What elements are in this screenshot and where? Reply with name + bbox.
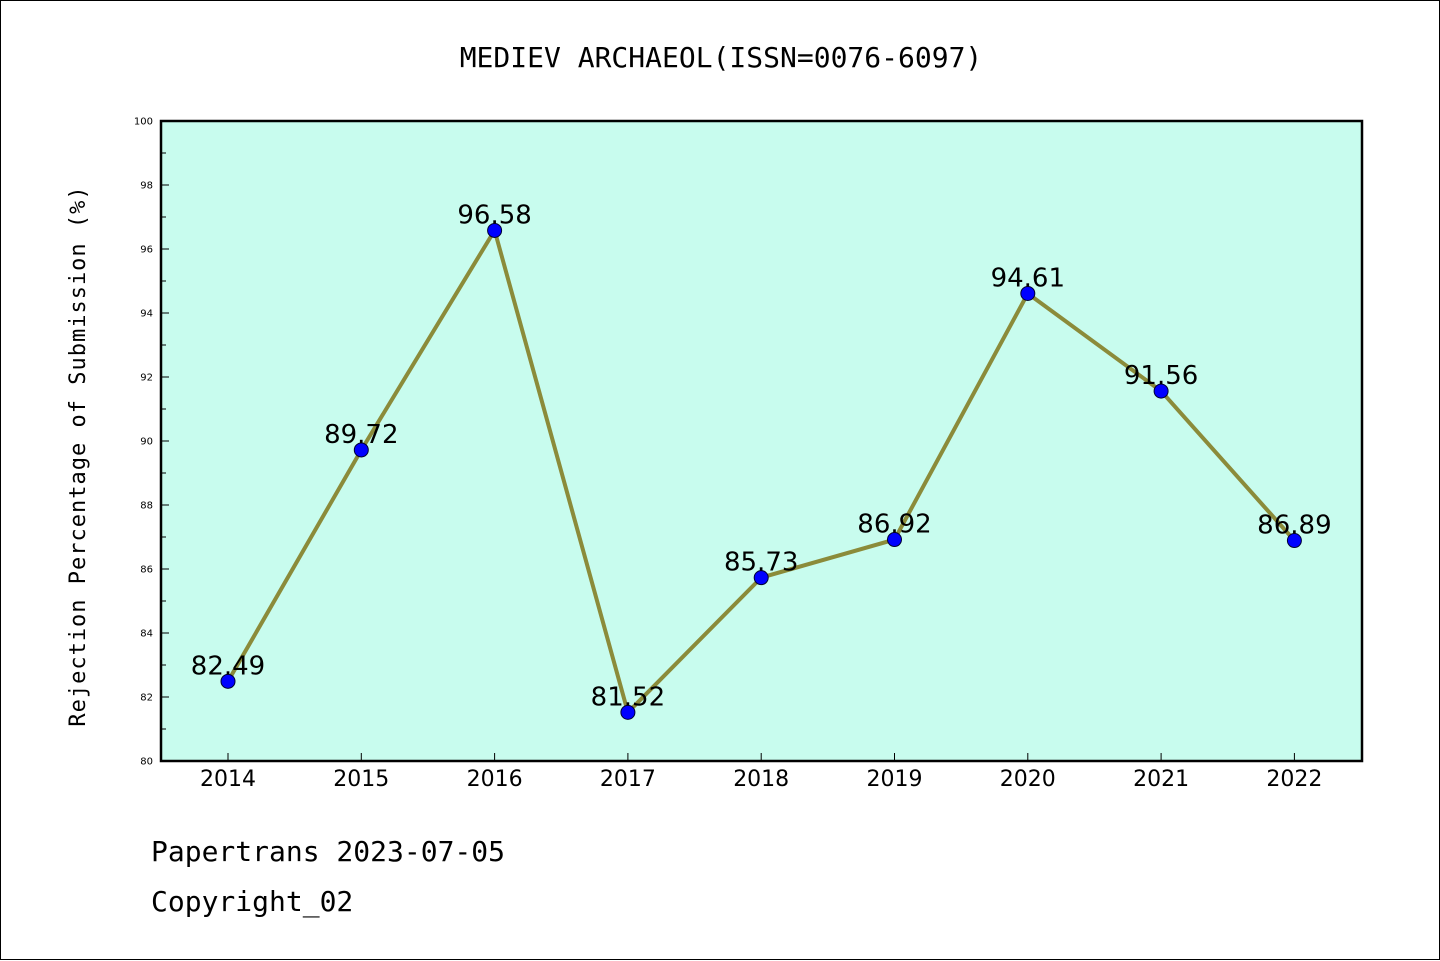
data-markers	[220, 222, 1302, 720]
y-tick-label-2: 84	[140, 629, 153, 640]
x-tick-label-4: 2018	[733, 767, 789, 792]
data-point-2014	[220, 673, 236, 689]
data-point-2016	[487, 222, 503, 238]
plot-area	[159, 119, 1364, 763]
data-label-2018: 85.73	[724, 548, 798, 578]
y-tick-label-9: 98	[140, 181, 153, 192]
x-tick-label-7: 2021	[1133, 767, 1189, 792]
data-point-2017	[620, 704, 636, 720]
data-label-2022: 86.89	[1257, 511, 1331, 541]
data-label-2021: 91.56	[1124, 361, 1198, 391]
x-tick-label-8: 2022	[1266, 767, 1322, 792]
y-tick-label-5: 90	[140, 437, 153, 448]
data-label-2019: 86.92	[857, 510, 931, 540]
y-axis-label: Rejection Percentage of Submission (%)	[66, 185, 91, 726]
data-point-2019	[887, 532, 902, 548]
data-point-2018	[753, 570, 769, 586]
x-tick-label-5: 2019	[867, 767, 923, 792]
data-point-2015	[353, 442, 369, 458]
data-point-2022	[1286, 533, 1302, 549]
footer-copyright-text: Copyright_02	[151, 885, 354, 918]
data-point-2020	[1020, 285, 1036, 301]
y-axis-ticks: 80 82 84 86 88 90 92 94 96 98 100	[134, 117, 169, 768]
data-label-2017: 81.52	[591, 682, 665, 712]
y-tick-label-6: 92	[140, 373, 153, 384]
y-tick-label-8: 96	[140, 245, 153, 256]
y-tick-label-7: 94	[140, 309, 153, 320]
y-tick-label-0: 80	[140, 757, 153, 768]
chart-title: MEDIEV ARCHAEOL(ISSN=0076-6097)	[460, 41, 983, 74]
x-tick-label-2: 2016	[467, 767, 523, 792]
y-tick-label-1: 82	[140, 693, 153, 704]
data-labels: 82.49 89.72 96.58 81.52 85.73 86.92 94.61 91.56…	[191, 200, 1332, 712]
data-point-2021	[1153, 383, 1169, 399]
x-tick-label-1: 2015	[333, 767, 389, 792]
y-tick-label-4: 88	[140, 501, 153, 512]
data-label-2020: 94.61	[991, 263, 1065, 293]
data-label-2016: 96.58	[457, 200, 531, 230]
data-label-2015: 89.72	[324, 420, 398, 450]
x-tick-label-6: 2020	[1000, 767, 1056, 792]
x-axis-ticks: 2014 2015 2016 2017 2018 2019 2020 2021 2022	[200, 753, 1322, 792]
y-tick-label-3: 86	[140, 565, 153, 576]
data-label-2014: 82.49	[191, 651, 265, 681]
y-tick-label-10: 100	[134, 117, 153, 128]
footer-date-text: Papertrans 2023-07-05	[151, 835, 506, 868]
x-tick-label-0: 2014	[200, 767, 256, 792]
x-tick-label-3: 2017	[600, 767, 656, 792]
